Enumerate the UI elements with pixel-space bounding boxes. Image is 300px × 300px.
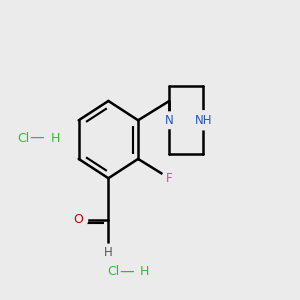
Text: —: — bbox=[119, 264, 134, 279]
Text: Cl: Cl bbox=[107, 266, 119, 278]
Circle shape bbox=[161, 112, 178, 129]
Text: H: H bbox=[104, 246, 113, 259]
Circle shape bbox=[194, 111, 213, 130]
Circle shape bbox=[70, 211, 88, 229]
Text: H: H bbox=[50, 132, 60, 145]
Text: —: — bbox=[30, 130, 44, 145]
Text: Cl: Cl bbox=[18, 132, 30, 145]
Text: O: O bbox=[74, 213, 84, 226]
Circle shape bbox=[162, 171, 177, 186]
Text: F: F bbox=[166, 172, 172, 185]
Text: NH: NH bbox=[195, 114, 212, 127]
Text: N: N bbox=[165, 114, 174, 127]
Text: H: H bbox=[140, 266, 149, 278]
Circle shape bbox=[100, 244, 117, 261]
